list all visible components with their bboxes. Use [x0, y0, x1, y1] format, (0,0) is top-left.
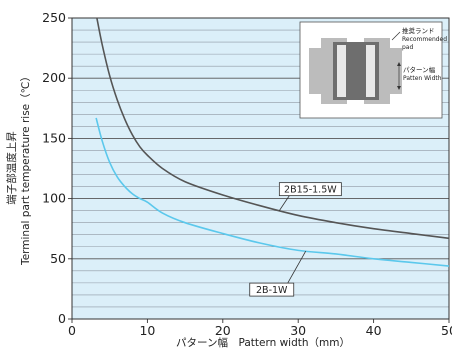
- x-tick-label: 0: [68, 323, 76, 338]
- inset-arrow-up-icon: [397, 62, 401, 66]
- x-tick-label: 20: [215, 323, 231, 338]
- inset-label1-jp: 推奨ランド: [402, 26, 435, 35]
- inset-diagram: 推奨ランド Recommended pad パターン幅 Patten Width: [299, 21, 447, 119]
- y-tick-label: 150: [42, 130, 66, 145]
- y-tick-label: 200: [42, 70, 66, 85]
- plot-frame: [71, 17, 450, 320]
- inset-label2-en: Patten Width: [403, 75, 442, 82]
- x-axis-label: パターン幅 Pattern width（mm）: [176, 336, 350, 349]
- inset-arrow-down-icon: [397, 86, 401, 90]
- callout-label: 2B-1W: [256, 285, 288, 296]
- axes: 0 50 100 150 200 250 0 10 20 30 40 50: [42, 10, 452, 338]
- inset-terminal-right: [366, 45, 375, 97]
- x-tick-label: 50: [441, 323, 452, 338]
- inset-label2-jp: パターン幅: [403, 65, 436, 74]
- x-tick-label: 30: [290, 323, 306, 338]
- series: [95, 17, 450, 267]
- y-tick-label: 100: [42, 191, 66, 206]
- inset-terminal-left: [337, 45, 346, 97]
- x-tick-label: 10: [139, 323, 155, 338]
- y-tick-label: 250: [42, 10, 66, 25]
- series-line-0: [96, 17, 450, 240]
- inset-label1-en-1: Recommended: [402, 36, 447, 43]
- callout-leader: [279, 195, 290, 211]
- callout-leader: [287, 250, 307, 284]
- labels: 2B15-1.5W 2B-1W: [249, 182, 342, 297]
- inset-label1-en-2: pad: [402, 44, 413, 51]
- x-tick-label: 40: [366, 323, 382, 338]
- callout-box: [278, 182, 342, 197]
- y-axis-label-en: Terminal part temperature rise（℃）: [20, 71, 32, 266]
- y-tick-label: 50: [50, 251, 66, 266]
- series-line-1: [95, 117, 450, 267]
- inset-leader-1: [391, 31, 401, 41]
- y-axis-label-jp: 端子部温度上昇: [5, 131, 18, 205]
- y-tick-label: 0: [58, 311, 66, 326]
- callout-label: 2B15-1.5W: [284, 185, 337, 196]
- callout-box: [249, 282, 295, 297]
